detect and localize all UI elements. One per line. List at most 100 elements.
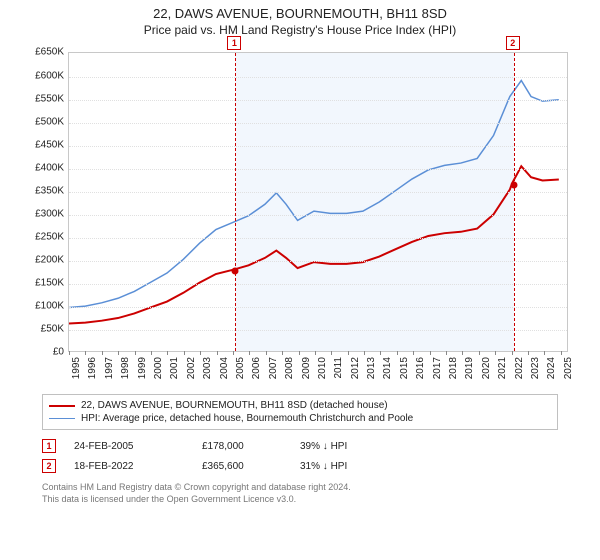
sale-marker-icon: 1	[42, 439, 56, 453]
sale-vline	[235, 53, 236, 351]
x-tick	[315, 351, 316, 355]
sale-diff: 39% ↓ HPI	[300, 441, 380, 452]
x-axis-label: 2006	[251, 357, 262, 397]
chart: £0 £50K £100K £150K £200K £250K £300K £350K £400…	[20, 42, 580, 392]
gridline	[69, 146, 567, 147]
x-axis-label: 2025	[563, 357, 574, 397]
x-tick	[364, 351, 365, 355]
y-axis-label: £550K	[20, 93, 64, 104]
sale-dot	[510, 181, 517, 188]
footer: Contains HM Land Registry data © Crown c…	[42, 482, 558, 505]
x-axis-label: 2013	[366, 357, 377, 397]
x-axis-label: 2021	[497, 357, 508, 397]
gridline	[69, 330, 567, 331]
x-tick	[167, 351, 168, 355]
x-axis-label: 2002	[186, 357, 197, 397]
sale-marker-icon: 1	[227, 36, 241, 50]
legend: 22, DAWS AVENUE, BOURNEMOUTH, BH11 8SD (…	[42, 394, 558, 430]
x-tick	[233, 351, 234, 355]
y-axis-label: £500K	[20, 116, 64, 127]
x-tick	[348, 351, 349, 355]
legend-swatch	[49, 405, 75, 407]
y-axis-label: £250K	[20, 232, 64, 243]
x-axis-label: 2011	[333, 357, 344, 397]
x-tick	[446, 351, 447, 355]
x-tick	[151, 351, 152, 355]
x-tick	[462, 351, 463, 355]
x-tick	[528, 351, 529, 355]
y-axis-label: £450K	[20, 139, 64, 150]
x-axis-label: 2008	[284, 357, 295, 397]
chart-title: 22, DAWS AVENUE, BOURNEMOUTH, BH11 8SD P…	[0, 0, 600, 38]
x-axis-label: 2009	[301, 357, 312, 397]
y-axis-label: £150K	[20, 278, 64, 289]
sale-row: 1 24-FEB-2005 £178,000 39% ↓ HPI	[42, 436, 558, 456]
sale-diff: 31% ↓ HPI	[300, 461, 380, 472]
x-tick	[561, 351, 562, 355]
sale-date: 24-FEB-2005	[74, 441, 184, 452]
x-tick	[479, 351, 480, 355]
y-axis-label: £650K	[20, 47, 64, 58]
y-axis-label: £600K	[20, 70, 64, 81]
x-axis-label: 2023	[530, 357, 541, 397]
sale-marker-icon: 2	[42, 459, 56, 473]
x-axis-label: 2022	[514, 357, 525, 397]
gridline	[69, 100, 567, 101]
y-axis-label: £200K	[20, 255, 64, 266]
x-axis-label: 2005	[235, 357, 246, 397]
plot-area	[68, 52, 568, 352]
x-tick	[200, 351, 201, 355]
gridline	[69, 307, 567, 308]
x-tick	[69, 351, 70, 355]
x-axis-label: 1999	[137, 357, 148, 397]
x-axis-label: 1997	[104, 357, 115, 397]
y-axis-label: £350K	[20, 185, 64, 196]
x-axis-label: 2007	[268, 357, 279, 397]
y-axis-label: £300K	[20, 209, 64, 220]
legend-label: HPI: Average price, detached house, Bour…	[81, 413, 413, 424]
x-axis-label: 2024	[546, 357, 557, 397]
x-tick	[397, 351, 398, 355]
x-axis-label: 2003	[202, 357, 213, 397]
x-tick	[135, 351, 136, 355]
x-tick	[85, 351, 86, 355]
x-tick	[266, 351, 267, 355]
x-axis-label: 2012	[350, 357, 361, 397]
x-tick	[217, 351, 218, 355]
y-axis-label: £50K	[20, 324, 64, 335]
x-axis-label: 2010	[317, 357, 328, 397]
sale-vline	[514, 53, 515, 351]
x-tick	[544, 351, 545, 355]
sales-table: 1 24-FEB-2005 £178,000 39% ↓ HPI 2 18-FE…	[42, 436, 558, 476]
gridline	[69, 77, 567, 78]
x-tick	[282, 351, 283, 355]
sale-row: 2 18-FEB-2022 £365,600 31% ↓ HPI	[42, 456, 558, 476]
y-axis-label: £400K	[20, 162, 64, 173]
sale-marker-icon: 2	[506, 36, 520, 50]
sale-date: 18-FEB-2022	[74, 461, 184, 472]
gridline	[69, 284, 567, 285]
x-axis-label: 2004	[219, 357, 230, 397]
x-tick	[299, 351, 300, 355]
x-tick	[118, 351, 119, 355]
legend-label: 22, DAWS AVENUE, BOURNEMOUTH, BH11 8SD (…	[81, 400, 388, 411]
gridline	[69, 169, 567, 170]
x-tick	[430, 351, 431, 355]
title-line1: 22, DAWS AVENUE, BOURNEMOUTH, BH11 8SD	[0, 6, 600, 23]
legend-row-price-paid: 22, DAWS AVENUE, BOURNEMOUTH, BH11 8SD (…	[49, 399, 551, 412]
x-tick	[184, 351, 185, 355]
legend-row-hpi: HPI: Average price, detached house, Bour…	[49, 412, 551, 425]
x-tick	[413, 351, 414, 355]
x-tick	[512, 351, 513, 355]
y-axis-label: £0	[20, 347, 64, 358]
x-tick	[380, 351, 381, 355]
gridline	[69, 192, 567, 193]
x-axis-label: 1995	[71, 357, 82, 397]
x-tick	[249, 351, 250, 355]
footer-line2: This data is licensed under the Open Gov…	[42, 494, 558, 506]
series-price_paid	[69, 167, 559, 324]
y-axis-label: £100K	[20, 301, 64, 312]
gridline	[69, 238, 567, 239]
sale-price: £365,600	[202, 461, 282, 472]
footer-line1: Contains HM Land Registry data © Crown c…	[42, 482, 558, 494]
